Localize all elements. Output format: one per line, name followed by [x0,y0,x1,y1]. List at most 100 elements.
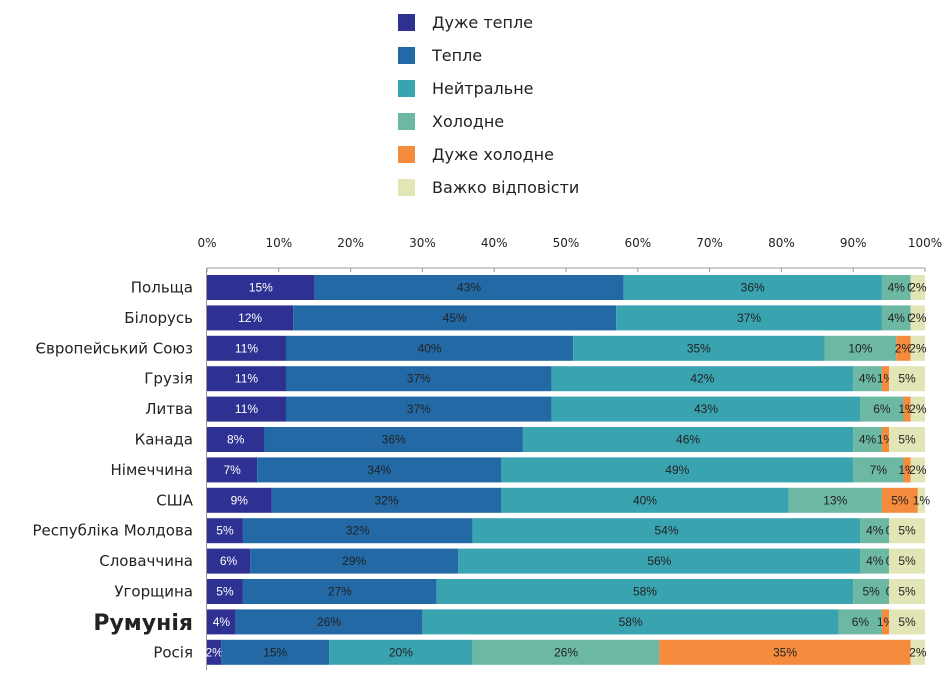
category-label: Польща [131,279,193,297]
bar-segment [838,609,882,635]
data-label: 2% [909,463,927,477]
x-tick-label: 80% [768,236,795,250]
bar-segment [207,396,286,422]
bar-segment [436,579,854,604]
bar-segment [881,305,911,331]
data-label: 56% [647,554,671,568]
bar-segment [314,275,624,300]
bar-segment [860,548,890,574]
bar-segment [824,335,897,361]
bar-segment [860,518,890,544]
legend-swatch [398,14,415,31]
legend-swatch [398,179,415,196]
data-label: 36% [741,281,765,295]
data-label: 35% [773,645,797,659]
x-tick-label: 60% [624,236,651,250]
data-label: 1% [913,493,931,507]
bar-segment [501,457,854,483]
legend-item: Дуже тепле [398,6,658,39]
data-label: 4% [859,372,877,386]
legend-item: Нейтральне [398,72,658,105]
bar-segment [207,305,294,331]
x-tick-label: 90% [840,236,867,250]
bar-segment [207,609,236,635]
data-label: 12% [238,311,262,325]
bar-segment [207,548,251,574]
bar-segment [551,366,854,392]
data-label: 40% [418,341,442,355]
bar-segment [910,396,925,422]
data-label: 36% [382,433,406,447]
legend-swatch [398,146,415,163]
data-label: 5% [891,493,909,507]
bar-segment [881,275,911,300]
bar-segment [285,335,574,361]
data-label: 26% [317,615,341,629]
data-label: 5% [216,585,234,599]
legend-label: Тепле [432,46,483,65]
data-label: 11% [235,372,258,386]
data-label: 29% [342,554,366,568]
legend-item: Важко відповісти [398,171,658,204]
bar-segment [881,487,918,513]
category-label: Республіка Молдова [32,522,193,540]
bar-segment [910,457,925,483]
bar-segment [853,457,904,483]
data-label: 6% [852,615,870,629]
bar-segment [207,335,286,361]
data-label: 5% [898,524,916,538]
data-label: 4% [213,615,231,629]
bar-segment [242,518,473,544]
bar-segment [853,366,882,392]
data-label: 11% [235,341,258,355]
data-label: 4% [866,554,884,568]
bar-segment [910,639,925,665]
bar-segment [285,396,552,422]
data-label: 5% [216,524,234,538]
bar-segment [221,639,330,665]
x-tick-label: 70% [696,236,723,250]
legend-item: Тепле [398,39,658,72]
bar-segment [250,548,459,574]
data-label: 15% [249,281,273,295]
bar-segment [501,487,789,513]
category-label: Німеччина [111,461,193,479]
bar-segment [458,548,861,574]
bar-segment [271,487,502,513]
category-label: Словаччина [99,552,193,570]
data-label: 4% [888,311,906,325]
category-label: Білорусь [124,309,193,327]
data-label: 43% [694,402,718,416]
bar-segment [903,396,911,422]
bar-segment [903,457,911,483]
bar-segment [472,518,861,544]
bar-segment [853,579,890,604]
data-label: 40% [633,493,657,507]
bar-segment [889,609,925,635]
bar-segment [881,366,890,392]
data-label: 2% [206,645,224,659]
legend-label: Нейтральне [432,79,534,98]
bar-segment [207,366,286,392]
data-label: 43% [457,281,481,295]
x-tick-label: 50% [553,236,580,250]
bar-segment [910,275,925,300]
data-label: 2% [909,341,927,355]
bar-segment [623,275,882,300]
data-label: 2% [895,341,913,355]
category-label: Румунія [93,611,193,636]
data-label: 2% [909,281,927,295]
data-label: 7% [870,463,888,477]
data-label: 4% [888,281,906,295]
category-label: Литва [145,400,193,418]
legend-item: Холодне [398,105,658,138]
bar-segment [616,305,882,331]
bar-segment [257,457,502,483]
data-label: 8% [227,433,245,447]
bar-segment [207,275,315,300]
legend-item: Дуже холодне [398,138,658,171]
data-label: 58% [619,615,643,629]
data-label: 32% [346,524,370,538]
data-label: 5% [898,372,916,386]
